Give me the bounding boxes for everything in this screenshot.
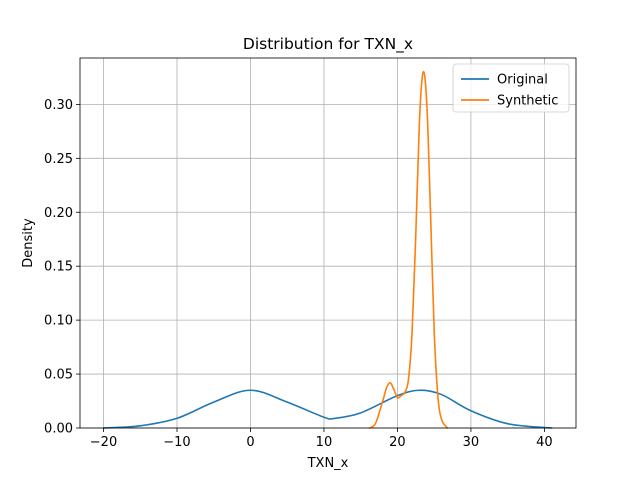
y-tick-label: 0.15	[44, 260, 73, 275]
x-tick-label: −10	[163, 435, 190, 450]
legend-label: Synthetic	[497, 94, 558, 109]
ticks: −20 −10 0 10 20 30 40 0.00 0.05 0.10 0.15 0.20 0.25 0…	[44, 98, 553, 450]
series-line-synthetic	[368, 70, 449, 429]
y-axis-label: Density	[21, 218, 36, 268]
legend-label: Original	[497, 73, 548, 88]
axes-frame	[79, 57, 577, 429]
x-tick-label: −20	[90, 435, 117, 450]
x-tick-label: 0	[246, 435, 254, 450]
x-tick-label: 10	[316, 435, 333, 450]
y-tick-label: 0.20	[44, 206, 73, 221]
y-tick-label: 0.00	[44, 422, 73, 437]
legend: Original Synthetic	[452, 63, 570, 113]
x-tick-label: 40	[536, 435, 553, 450]
y-tick-label: 0.25	[44, 152, 73, 167]
series-lines	[102, 70, 553, 429]
series-line-original	[102, 389, 553, 429]
y-tick-label: 0.05	[44, 368, 73, 383]
chart-title: Distribution for TXN_x	[243, 35, 413, 54]
x-tick-label: 30	[463, 435, 480, 450]
x-axis-label: TXN_x	[307, 456, 349, 471]
y-tick-label: 0.10	[44, 314, 73, 329]
y-tick-label: 0.30	[44, 98, 73, 113]
x-tick-label: 20	[389, 435, 406, 450]
